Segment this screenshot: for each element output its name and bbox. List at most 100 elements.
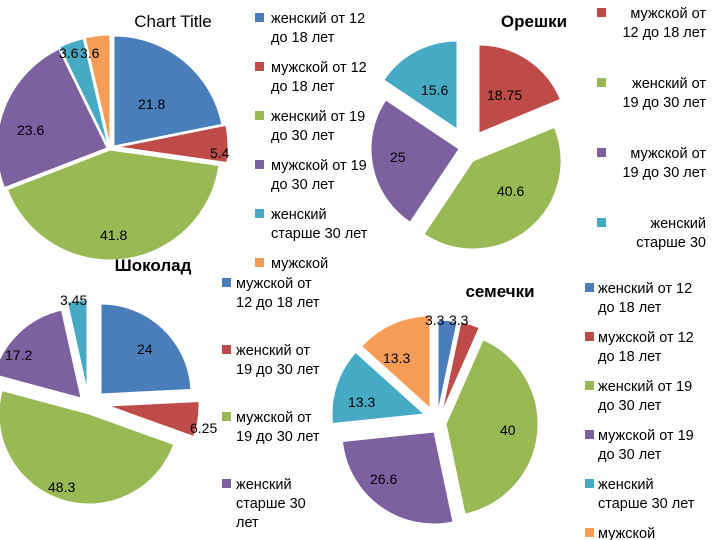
shokolad-pie-legend-label-3-1: мужской от	[236, 410, 312, 426]
oreshki-pie-legend-label-1-2: 12 до 18 лет	[622, 25, 706, 41]
chart-title-pie-slice-4	[0, 48, 108, 189]
shokolad-pie-slice-5	[66, 299, 88, 391]
shokolad-pie-legend-label-4-3: лет	[236, 515, 259, 531]
shokolad-pie-data-label-4: 17.2	[5, 347, 32, 363]
chart-title-pie-legend-label-6-1: мужской	[271, 256, 328, 272]
shokolad-pie-data-label-1: 24	[137, 341, 153, 357]
semechki-pie-legend-swatch-2	[585, 332, 594, 341]
shokolad-pie-legend-label-4-1: женский	[236, 477, 292, 493]
chart-title-pie-legend-label-2-1: мужской от 12	[271, 60, 367, 76]
semechki-pie-legend-swatch-3	[585, 381, 594, 390]
oreshki-pie-slice-1	[478, 44, 561, 134]
chart-title-pie-legend-label-1-1: женский от 12	[271, 11, 365, 27]
chart-title-pie-legend-swatch-4	[255, 160, 264, 169]
shokolad-pie-legend-swatch-2	[222, 345, 231, 354]
chart-title-pie-legend-label-5-1: женский	[271, 207, 327, 223]
chart-title-pie-legend-swatch-5	[255, 209, 264, 218]
semechki-pie-legend-label-1-1: женский от 12	[598, 281, 692, 297]
semechki-pie-slice-6	[360, 315, 431, 410]
oreshki-pie: Орешки 18.75 40.6 25 15.6 мужской от 12 до 18 …	[370, 6, 706, 251]
oreshki-pie-legend-swatch-1	[597, 8, 606, 17]
semechki-pie-legend-label-1-2: до 18 лет	[598, 300, 662, 316]
semechki-pie-legend-label-6-1: мужской	[598, 526, 655, 540]
oreshki-pie-legend-label-4-1: женский	[650, 216, 706, 232]
semechki-pie-data-label-6: 13.3	[383, 350, 410, 366]
shokolad-pie-legend-label-2-2: 19 до 30 лет	[236, 362, 320, 378]
semechki-pie-legend-label-3-2: до 30 лет	[598, 398, 662, 414]
shokolad-pie-legend-swatch-3	[222, 412, 231, 421]
chart-title-pie-slice-1	[113, 35, 223, 147]
semechki-pie-legend-label-4-1: мужской от 19	[598, 428, 694, 444]
oreshki-pie-data-label-2: 40.6	[497, 183, 524, 199]
oreshki-pie-data-label-1: 18.75	[487, 87, 522, 103]
oreshki-pie-slice-4	[383, 40, 458, 130]
semechki-pie-slice-5	[331, 351, 426, 425]
chart-title-pie-data-label-4: 23.6	[17, 122, 44, 138]
semechki-pie-legend-label-3-1: женский от 19	[598, 379, 692, 395]
shokolad-pie-data-label-3: 48.3	[48, 479, 75, 495]
semechki-pie-legend-label-2-1: мужской от 12	[598, 330, 694, 346]
chart-title-pie-slice-2	[117, 124, 229, 164]
shokolad-pie-slice-3	[0, 389, 175, 505]
chart-title-pie-legend-label-4-2: до 30 лет	[271, 177, 335, 193]
oreshki-pie-legend-label-3-1: мужской от	[630, 146, 706, 162]
shokolad-pie-legend-label-1-2: 12 до 18 лет	[236, 295, 320, 311]
shokolad-pie: Шоколад 24 6.25 48.3 17.2 3.45 мужской от 12 до…	[0, 256, 320, 531]
semechki-pie-slice-4	[341, 431, 454, 525]
oreshki-pie-legend-label-1-1: мужской от	[630, 6, 706, 22]
chart-title-pie-title: Chart Title	[134, 12, 211, 31]
semechki-pie-legend-label-5-2: старше 30 лет	[598, 496, 695, 512]
oreshki-pie-data-label-3: 25	[390, 149, 406, 165]
shokolad-pie-title: Шоколад	[115, 256, 192, 275]
semechki-pie-data-label-5: 13.3	[348, 394, 375, 410]
chart-title-pie-data-label-6: 3.6	[80, 45, 100, 61]
semechki-pie-legend-swatch-4	[585, 430, 594, 439]
semechki-pie-data-label-3: 40	[500, 422, 516, 438]
semechki-pie-legend-label-2-2: до 18 лет	[598, 349, 662, 365]
oreshki-pie-slice-3	[370, 99, 460, 223]
semechki-pie-data-label-2: 3.3	[449, 312, 469, 328]
shokolad-pie-data-label-2: 6.25	[190, 420, 217, 436]
semechki-pie-slice-2	[441, 321, 480, 413]
chart-title-pie-legend-label-3-2: до 30 лет	[271, 128, 335, 144]
chart-title-pie-legend-swatch-2	[255, 62, 264, 71]
chart-title-pie-slice-5	[59, 38, 109, 147]
semechki-pie-legend-swatch-5	[585, 479, 594, 488]
chart-title-pie-data-label-1: 21.8	[138, 96, 165, 112]
chart-title-pie-legend-label-2-2: до 18 лет	[271, 79, 335, 95]
chart-title-pie-slice-3	[6, 149, 220, 261]
chart-title-pie-legend-label-4-1: мужской от 19	[271, 158, 367, 174]
shokolad-pie-data-label-5: 3.45	[60, 292, 87, 308]
chart-title-pie-data-label-3: 41.8	[100, 227, 127, 243]
shokolad-pie-slice-4	[0, 309, 82, 399]
semechki-pie-legend-swatch-6	[585, 528, 594, 537]
chart-title-pie-legend-swatch-1	[255, 13, 264, 22]
chart-title-pie-legend-swatch-6	[255, 258, 264, 267]
shokolad-pie-legend-swatch-4	[222, 479, 231, 488]
oreshki-pie-legend-label-4-2: старше 30	[636, 235, 706, 251]
shokolad-pie-slice-1	[100, 303, 192, 395]
semechki-pie: семечки 3.3 3.3 40 26.6 13.3 13.3 женский от 12…	[331, 281, 695, 540]
oreshki-pie-data-label-4: 15.6	[421, 82, 448, 98]
oreshki-pie-legend-label-3-2: 19 до 30 лет	[622, 165, 706, 181]
chart-title-pie-legend-label-3-1: женский от 19	[271, 109, 365, 125]
oreshki-pie-legend-swatch-3	[597, 148, 606, 157]
oreshki-pie-legend-label-2-2: 19 до 30 лет	[622, 95, 706, 111]
shokolad-pie-legend-label-3-2: 19 до 30 лет	[236, 429, 320, 445]
chart-title-pie-slice-6	[84, 34, 111, 146]
chart-title-pie-data-label-2: 5.4	[210, 145, 230, 161]
chart-title-pie-legend-swatch-3	[255, 111, 264, 120]
semechki-pie-data-label-4: 26.6	[370, 471, 397, 487]
semechki-pie-slice-1	[437, 319, 458, 413]
shokolad-pie-legend-swatch-1	[222, 278, 231, 287]
semechki-pie-legend-label-4-2: до 30 лет	[598, 447, 662, 463]
oreshki-pie-legend-swatch-4	[597, 218, 606, 227]
chart-title-pie: Chart Title 21.8 5.4 41.8 23.6 3.6 3.6 женский …	[0, 11, 368, 272]
shokolad-pie-legend-label-1-1: мужской от	[236, 276, 312, 292]
oreshki-pie-legend-swatch-2	[597, 78, 606, 87]
semechki-pie-legend-swatch-1	[585, 283, 594, 292]
oreshki-pie-legend-label-2-1: женский от	[632, 76, 706, 92]
chart-title-pie-legend-label-5-2: старше 30 лет	[271, 226, 368, 242]
